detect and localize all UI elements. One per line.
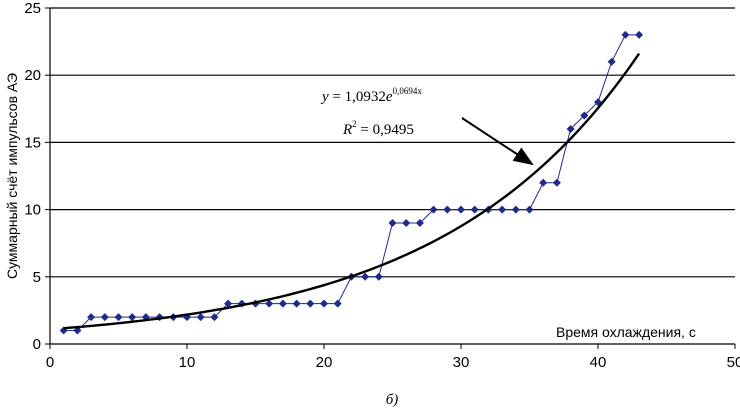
- data-point: [114, 313, 123, 322]
- x-tick-label: 0: [46, 354, 54, 371]
- data-point: [580, 111, 589, 120]
- data-point: [73, 326, 82, 335]
- trendline-curve: [63, 52, 641, 330]
- r-sup: 2: [352, 119, 357, 129]
- data-point: [429, 205, 438, 214]
- annotation-arrow: [461, 117, 534, 166]
- data-point: [470, 205, 479, 214]
- data-point: [621, 30, 630, 39]
- data-point: [525, 205, 534, 214]
- y-tick-label: 25: [24, 0, 41, 17]
- data-point: [210, 313, 219, 322]
- trend-equation: y = 1,0932e0,0694x: [320, 86, 422, 105]
- data-point: [100, 313, 109, 322]
- data-point: [361, 272, 370, 281]
- data-point: [511, 205, 520, 214]
- data-point: [320, 299, 328, 308]
- data-point: [374, 272, 383, 281]
- data-point: [607, 57, 616, 66]
- y-tick-label: 15: [24, 134, 41, 151]
- y-tick-label: 0: [33, 336, 41, 353]
- data-point: [333, 299, 342, 308]
- y-tick-label: 10: [24, 202, 41, 219]
- data-point: [306, 299, 315, 308]
- data-point: [415, 219, 424, 228]
- x-tick-label: 50: [727, 354, 740, 371]
- data-point: [443, 205, 452, 214]
- x-axis-label: Время охлаждения, с: [556, 324, 696, 340]
- data-series: [59, 30, 644, 335]
- x-tick-label: 10: [179, 354, 196, 371]
- data-point: [498, 205, 507, 214]
- eq-coef: 1,0932: [345, 89, 386, 105]
- data-point: [552, 178, 561, 187]
- data-point: [539, 178, 548, 187]
- eq-base: e: [386, 89, 393, 105]
- grid-lines: [50, 7, 735, 278]
- eq-y-var: y: [320, 89, 329, 105]
- eq-exponent: 0,0694x: [393, 86, 423, 96]
- data-point: [128, 313, 137, 322]
- data-point: [457, 205, 465, 214]
- axes: [45, 7, 736, 349]
- data-point: [566, 124, 575, 133]
- data-point: [635, 30, 644, 39]
- y-axis-label: Суммарный счёт импульсов АЭ: [4, 73, 20, 279]
- x-tick-labels: 0 10 20 30 40 50: [46, 354, 740, 371]
- y-tick-label: 5: [33, 269, 41, 286]
- data-point: [388, 219, 397, 228]
- figure-caption: б): [386, 392, 399, 408]
- trendline: [63, 52, 641, 330]
- eq-equals: =: [329, 89, 345, 105]
- data-point: [402, 219, 411, 228]
- data-point: [265, 299, 274, 308]
- data-point: [87, 313, 96, 322]
- data-point: [278, 299, 287, 308]
- series-line: [63, 34, 640, 332]
- y-tick-labels: 0 5 10 15 20 25: [24, 0, 41, 353]
- data-point: [196, 313, 205, 322]
- data-point: [292, 299, 301, 308]
- r-var: R: [342, 122, 352, 138]
- r-squared: R2 = 0,9495: [342, 119, 414, 138]
- x-tick-label: 40: [590, 354, 607, 371]
- x-tick-label: 20: [316, 354, 333, 371]
- y-tick-label: 20: [24, 67, 41, 84]
- x-tick-label: 30: [453, 354, 470, 371]
- r-value: = 0,9495: [357, 122, 414, 138]
- data-point: [224, 299, 233, 308]
